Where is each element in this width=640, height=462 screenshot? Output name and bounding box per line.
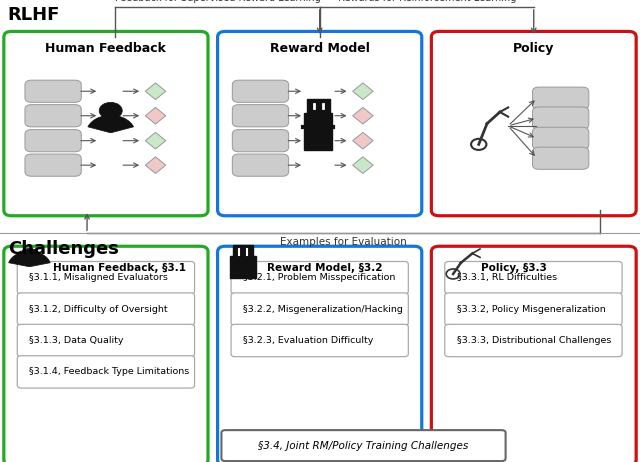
FancyBboxPatch shape — [17, 356, 195, 388]
Wedge shape — [9, 251, 50, 267]
Polygon shape — [145, 107, 166, 124]
Text: Human Feedback: Human Feedback — [45, 42, 166, 55]
Polygon shape — [353, 157, 373, 173]
FancyBboxPatch shape — [532, 127, 589, 150]
FancyBboxPatch shape — [304, 114, 332, 150]
Text: §3.3.3, Distributional Challenges: §3.3.3, Distributional Challenges — [457, 336, 611, 345]
FancyBboxPatch shape — [231, 293, 408, 325]
Circle shape — [19, 249, 40, 263]
Text: Policy: Policy — [513, 42, 554, 55]
Text: §3.4, Joint RM/Policy Training Challenges: §3.4, Joint RM/Policy Training Challenge… — [259, 441, 468, 450]
FancyBboxPatch shape — [17, 324, 195, 357]
Text: Reward Model: Reward Model — [269, 42, 370, 55]
Text: §3.1.3, Data Quality: §3.1.3, Data Quality — [29, 336, 124, 345]
FancyBboxPatch shape — [17, 261, 195, 294]
Text: §3.1.1, Misaligned Evaluators: §3.1.1, Misaligned Evaluators — [29, 273, 168, 282]
FancyBboxPatch shape — [532, 147, 589, 170]
FancyBboxPatch shape — [445, 293, 622, 325]
FancyBboxPatch shape — [231, 324, 408, 357]
FancyBboxPatch shape — [307, 98, 330, 114]
FancyBboxPatch shape — [218, 31, 422, 216]
FancyBboxPatch shape — [234, 245, 253, 257]
FancyBboxPatch shape — [4, 31, 208, 216]
Polygon shape — [353, 83, 373, 100]
FancyBboxPatch shape — [218, 246, 422, 462]
Text: RLHF: RLHF — [8, 6, 60, 24]
FancyBboxPatch shape — [232, 104, 289, 127]
Text: §3.2.2, Misgeneralization/Hacking: §3.2.2, Misgeneralization/Hacking — [243, 304, 403, 314]
Text: §3.2.3, Evaluation Difficulty: §3.2.3, Evaluation Difficulty — [243, 336, 374, 345]
FancyBboxPatch shape — [532, 87, 589, 109]
Text: §3.3.2, Policy Misgeneralization: §3.3.2, Policy Misgeneralization — [457, 304, 605, 314]
FancyBboxPatch shape — [25, 129, 81, 152]
FancyBboxPatch shape — [25, 104, 81, 127]
Text: Examples for Evaluation: Examples for Evaluation — [280, 237, 407, 247]
Polygon shape — [145, 83, 166, 100]
Text: Feedback for Supervised Reward Learning: Feedback for Supervised Reward Learning — [115, 0, 321, 3]
FancyBboxPatch shape — [445, 261, 622, 294]
Wedge shape — [88, 115, 134, 133]
Text: Rewards for Reinforcement Learning: Rewards for Reinforcement Learning — [337, 0, 516, 3]
Text: §3.1.4, Feedback Type Limitations: §3.1.4, Feedback Type Limitations — [29, 367, 189, 377]
FancyBboxPatch shape — [532, 107, 589, 129]
FancyBboxPatch shape — [25, 80, 81, 103]
FancyBboxPatch shape — [431, 246, 636, 462]
Text: Reward Model, §3.2: Reward Model, §3.2 — [267, 263, 382, 274]
Text: Challenges: Challenges — [8, 240, 118, 258]
Text: §3.1.2, Difficulty of Oversight: §3.1.2, Difficulty of Oversight — [29, 304, 168, 314]
FancyBboxPatch shape — [232, 80, 289, 103]
FancyBboxPatch shape — [431, 31, 636, 216]
Circle shape — [99, 102, 122, 119]
FancyBboxPatch shape — [230, 256, 256, 278]
FancyBboxPatch shape — [17, 293, 195, 325]
Text: §3.2.1, Problem Misspecification: §3.2.1, Problem Misspecification — [243, 273, 396, 282]
Polygon shape — [353, 132, 373, 149]
Text: Policy, §3.3: Policy, §3.3 — [481, 263, 547, 274]
FancyBboxPatch shape — [231, 261, 408, 294]
FancyBboxPatch shape — [221, 430, 506, 461]
FancyBboxPatch shape — [232, 154, 289, 176]
FancyBboxPatch shape — [232, 129, 289, 152]
Text: §3.3.1, RL Difficulties: §3.3.1, RL Difficulties — [457, 273, 557, 282]
Text: Human Feedback, §3.1: Human Feedback, §3.1 — [53, 263, 186, 274]
FancyBboxPatch shape — [445, 324, 622, 357]
FancyBboxPatch shape — [4, 246, 208, 462]
FancyBboxPatch shape — [25, 154, 81, 176]
Polygon shape — [353, 107, 373, 124]
Polygon shape — [145, 132, 166, 149]
Polygon shape — [145, 157, 166, 173]
